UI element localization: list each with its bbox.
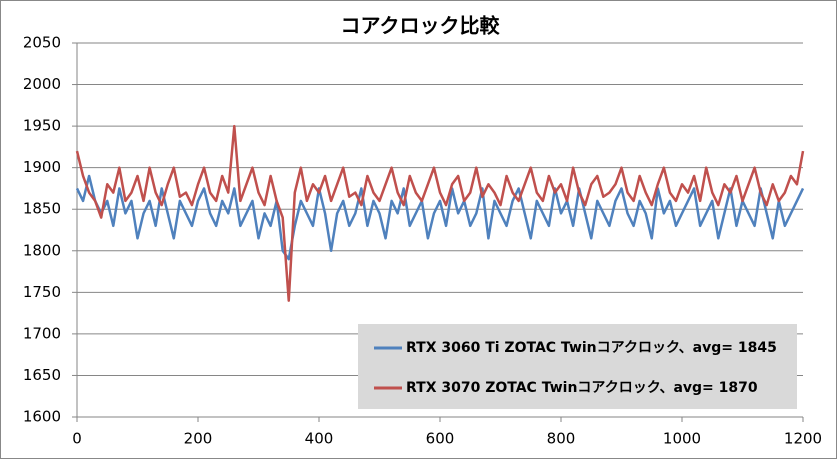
- y-tick-label: 2050: [23, 34, 61, 52]
- y-tick-label: 1600: [23, 408, 61, 426]
- y-tick-label: 2000: [23, 75, 61, 93]
- x-tick-label: 1000: [663, 430, 701, 448]
- y-tick-label: 1900: [23, 158, 61, 176]
- chart-title: コアクロック比較: [341, 14, 501, 38]
- x-tick-label: 400: [305, 430, 334, 448]
- legend-label: RTX 3070 ZOTAC Twinコアクロック、avg= 1870: [406, 380, 758, 396]
- y-tick-label: 1850: [23, 200, 61, 218]
- y-tick-label: 1800: [23, 241, 61, 259]
- y-tick-label: 1700: [23, 324, 61, 342]
- legend-label: RTX 3060 Ti ZOTAC Twinコアクロック、avg= 1845: [406, 340, 777, 356]
- legend-box: [358, 324, 797, 409]
- x-tick-label: 1200: [784, 430, 822, 448]
- y-tick-label: 1750: [23, 283, 61, 301]
- series-line: [75, 124, 805, 302]
- series-line: [75, 174, 805, 261]
- y-tick-label: 1650: [23, 366, 61, 384]
- x-tick-label: 600: [426, 430, 455, 448]
- x-tick-label: 200: [184, 430, 213, 448]
- y-tick-label: 1950: [23, 117, 61, 135]
- x-tick-label: 800: [547, 430, 576, 448]
- x-tick-label: 0: [72, 430, 82, 448]
